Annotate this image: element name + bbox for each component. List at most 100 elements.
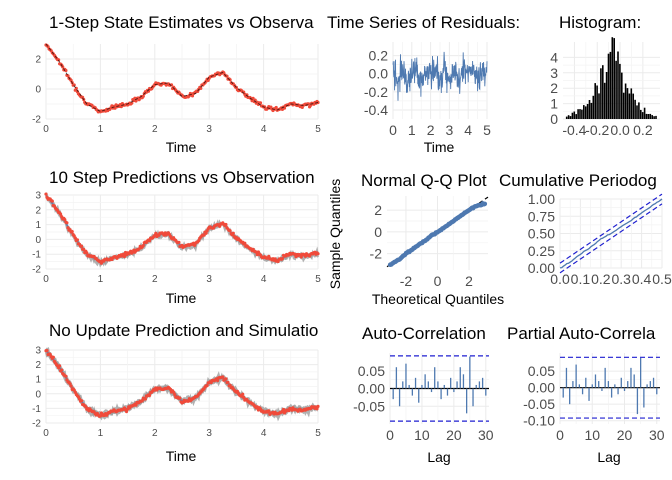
chart-p_pacf: Partial Auto-Correla -0.10-0.050.000.05 0 1… xyxy=(507,324,665,465)
estimate-point xyxy=(63,218,67,222)
grid xyxy=(45,194,319,270)
chart-title: Partial Auto-Correla xyxy=(507,324,656,343)
x-tick-label: 0.2 xyxy=(591,271,611,287)
x-tick-label: 0.2 xyxy=(633,122,653,138)
estimate-point xyxy=(280,257,284,261)
histogram-bar xyxy=(579,109,581,119)
histogram-bar xyxy=(575,114,577,119)
estimate-point xyxy=(45,349,49,353)
estimate-point xyxy=(276,259,280,264)
histogram-bar xyxy=(655,115,657,119)
estimate-point xyxy=(59,212,63,216)
x-tick-label: 1 xyxy=(98,428,104,439)
x-tick-label: 3 xyxy=(206,428,212,439)
estimate-point xyxy=(316,404,320,408)
estimate-point xyxy=(70,230,74,234)
histogram-bar xyxy=(605,72,608,119)
marks xyxy=(44,347,320,422)
histogram-bar xyxy=(643,107,646,119)
estimate-point xyxy=(177,240,181,244)
marks xyxy=(386,196,489,268)
histogram-bar xyxy=(624,83,627,119)
histogram-bar xyxy=(584,106,587,119)
estimate-point xyxy=(141,244,145,248)
estimate-point xyxy=(204,231,208,235)
x-tick-label: 0.3 xyxy=(611,271,631,287)
x-tick-label: 10 xyxy=(584,427,600,443)
y-tick-label: -0.4 xyxy=(364,102,388,118)
x-tick-label: -2 xyxy=(400,273,413,289)
x-tick-label: 10 xyxy=(414,427,430,443)
chart-p_acf: Auto-Correlation -0.050.00 0.05 0 10 20 30 Lag xyxy=(353,324,494,465)
estimate-point xyxy=(58,364,62,368)
y-tick-label: -1 xyxy=(32,250,41,261)
marks xyxy=(390,355,489,422)
estimate-point xyxy=(218,224,222,228)
estimate-point xyxy=(80,244,84,248)
chart-title: Time Series of Residuals: xyxy=(327,13,520,32)
histogram-bar xyxy=(619,63,621,119)
y-tick-label: 1.00 xyxy=(528,191,555,207)
x-tick-label: 0.0 xyxy=(550,271,570,287)
x-axis-label: Time xyxy=(166,290,197,306)
estimate-point xyxy=(64,68,68,73)
y-tick-label: -0.10 xyxy=(523,413,555,429)
estimate-point xyxy=(148,393,152,397)
histogram-bar xyxy=(649,113,652,119)
residual-line xyxy=(392,51,488,101)
x-tick-label: 2 xyxy=(152,124,158,135)
estimate-point xyxy=(316,252,320,256)
y-tick-label: 0.00 xyxy=(528,260,555,276)
x-tick-label: 4 xyxy=(464,122,472,138)
x-axis-label: Time xyxy=(424,139,455,155)
y-tick-label: 0.00 xyxy=(528,380,555,396)
title-group: Auto-Correlation xyxy=(362,324,486,343)
title-group: Normal Q-Q Plot xyxy=(361,171,487,190)
y-tick-label: 3 xyxy=(550,65,558,81)
chart-p_pred10: 10 Step Predictions vs Observation -2 -1 0 1… xyxy=(32,168,321,306)
x-tick-label: 3 xyxy=(446,122,454,138)
histogram-bar xyxy=(569,116,572,119)
y-tick-label: 0.05 xyxy=(358,363,385,379)
x-axis-label: Time xyxy=(166,448,197,464)
y-tick-label: 2 xyxy=(35,360,41,371)
x-tick-label: 5 xyxy=(315,274,321,285)
estimate-point xyxy=(274,105,278,110)
x-tick-label: 5 xyxy=(483,122,491,138)
estimate-point xyxy=(243,241,247,245)
estimate-point xyxy=(51,355,55,359)
estimate-point xyxy=(65,221,69,225)
chart-title: 1-Step State Estimates vs Observa xyxy=(49,13,314,32)
chart-title: 10 Step Predictions vs Observation xyxy=(49,168,315,187)
histogram-bar xyxy=(571,112,574,119)
y-tick-label: 1 xyxy=(35,220,41,231)
histogram-bar xyxy=(632,93,634,119)
estimate-point xyxy=(134,403,138,407)
estimate-point xyxy=(82,247,86,251)
histogram-bar xyxy=(596,85,598,119)
x-tick-label: 0 xyxy=(556,427,564,443)
histogram-bar xyxy=(641,112,644,119)
histogram-bar xyxy=(640,109,642,119)
histogram-bar xyxy=(615,60,617,119)
histogram-bar xyxy=(588,100,591,119)
histogram-bar xyxy=(622,92,625,119)
title-group: Histogram: xyxy=(559,13,641,32)
y-tick-label: 0.75 xyxy=(528,208,555,224)
chart-title: Auto-Correlation xyxy=(362,324,486,343)
estimate-point xyxy=(228,229,232,233)
x-tick-label: 0.5 xyxy=(652,271,672,287)
x-tick-label: 30 xyxy=(478,427,494,443)
x-tick-label: 1 xyxy=(98,124,104,135)
estimate-point xyxy=(73,236,77,240)
histogram-bar xyxy=(647,114,650,119)
title-group: Time Series of Residuals: xyxy=(327,13,520,32)
estimate-point xyxy=(69,384,73,388)
estimate-point xyxy=(216,379,220,383)
estimate-point xyxy=(64,374,68,378)
histogram-bar xyxy=(651,115,653,119)
x-tick-label: 1 xyxy=(98,274,104,285)
histogram-bar xyxy=(611,37,614,120)
truth-line xyxy=(45,43,319,112)
histogram-bar xyxy=(634,99,636,119)
